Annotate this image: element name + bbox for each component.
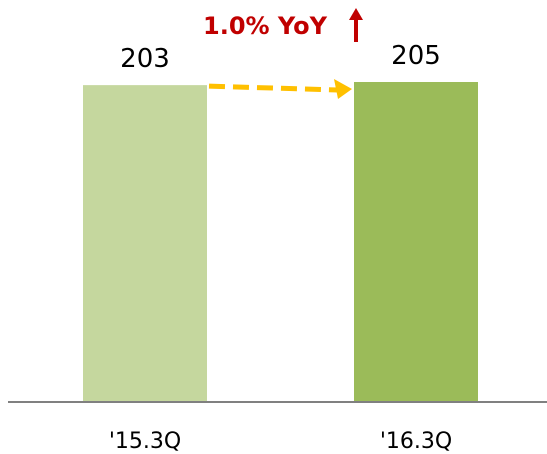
trend-arrow-line — [208, 83, 339, 93]
x-tick-label-2: '16.3Q — [380, 429, 452, 454]
bar-1 — [83, 85, 207, 402]
data-label-1: 203 — [120, 44, 170, 74]
up-arrow-icon — [349, 8, 363, 42]
bar-2 — [354, 82, 478, 402]
trend-arrowhead-icon — [334, 79, 352, 99]
x-tick-label-1: '15.3Q — [109, 429, 181, 454]
yoy-annotation-text: 1.0% YoY — [203, 12, 328, 40]
data-label-2: 205 — [391, 41, 441, 71]
